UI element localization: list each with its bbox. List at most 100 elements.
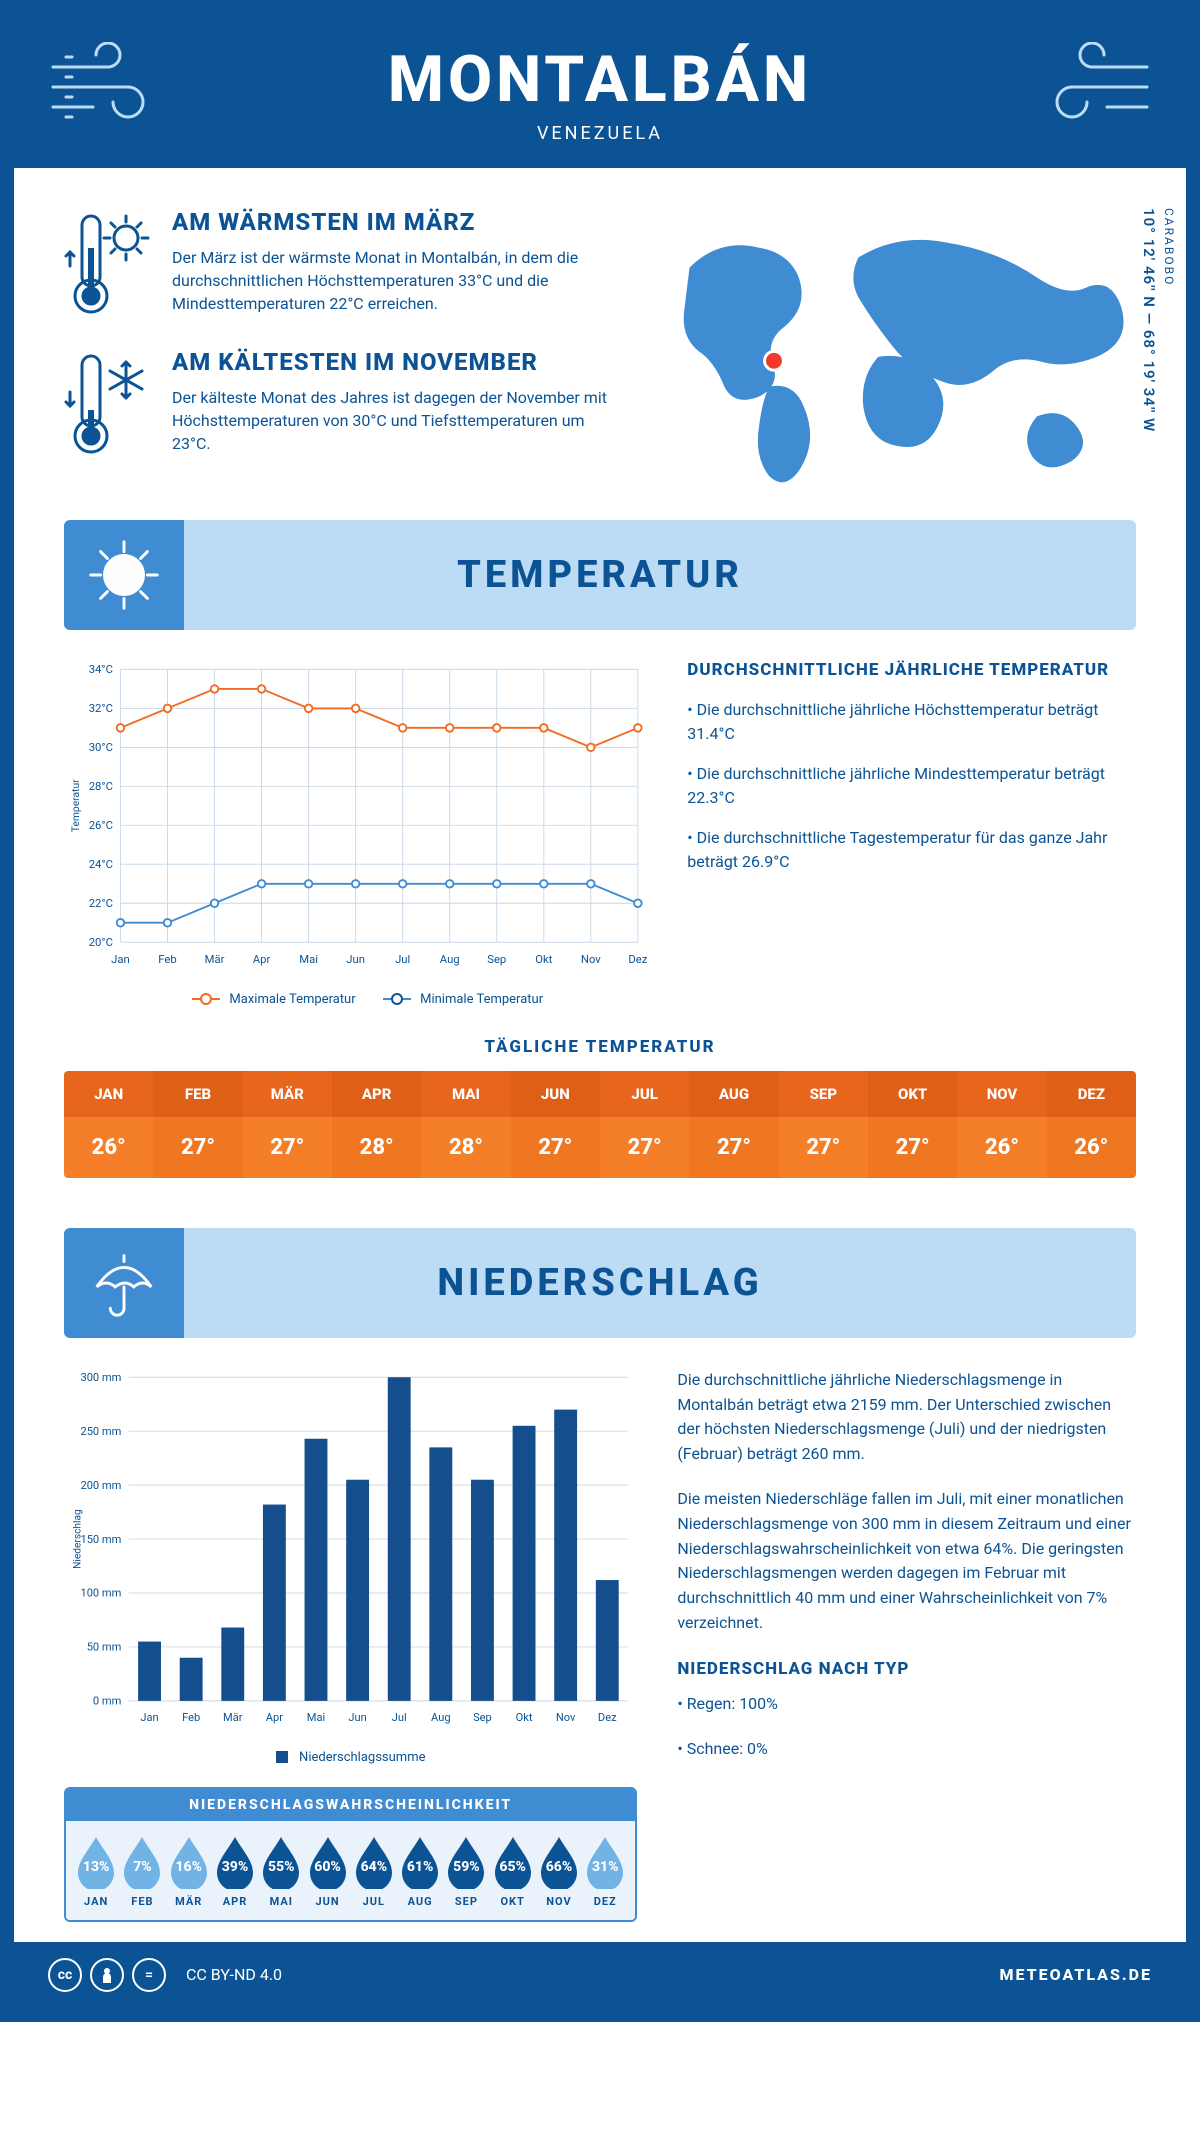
legend-max: Maximale Temperatur <box>229 992 355 1007</box>
svg-text:Sep: Sep <box>487 953 506 966</box>
world-map: 10° 12' 46'' N — 68° 19' 34'' W CARABOBO <box>640 208 1136 490</box>
intro-row: AM WÄRMSTEN IM MÄRZ Der März ist der wär… <box>64 208 1136 490</box>
precip-p2: Die meisten Niederschläge fallen im Juli… <box>677 1487 1136 1636</box>
daily-temp-value: 27° <box>600 1117 689 1178</box>
svg-text:30°C: 30°C <box>89 741 113 754</box>
daily-month-header: APR <box>332 1071 421 1117</box>
svg-text:Jul: Jul <box>395 953 410 966</box>
svg-text:Nov: Nov <box>556 1711 576 1724</box>
daily-month-header: JUN <box>511 1071 600 1117</box>
precip-chart-legend: Niederschlagssumme <box>64 1742 637 1765</box>
prob-drop: 55% MAI <box>259 1835 303 1908</box>
prob-drop: 64% JUL <box>352 1835 396 1908</box>
svg-text:Mär: Mär <box>205 953 225 966</box>
svg-text:20°C: 20°C <box>89 936 113 949</box>
svg-text:Dez: Dez <box>628 953 647 966</box>
precipitation-title: NIEDERSCHLAG <box>64 1261 1136 1305</box>
header: MONTALBÁN VENEZUELA <box>14 14 1186 168</box>
precip-type-bullet: • Regen: 100% <box>677 1692 1136 1717</box>
daily-temp-value: 27° <box>153 1117 242 1178</box>
svg-text:Jul: Jul <box>392 1711 407 1724</box>
daily-temp-value: 27° <box>689 1117 778 1178</box>
daily-temp-value: 27° <box>243 1117 332 1178</box>
prob-drop: 65% OKT <box>491 1835 535 1908</box>
daily-month-header: SEP <box>779 1071 868 1117</box>
svg-text:22°C: 22°C <box>89 897 113 910</box>
daily-temp-value: 26° <box>957 1117 1046 1178</box>
temperature-chart: 20°C 22°C 24°C 26°C 28°C 30°C 32°C 34°C Jan Feb Mä… <box>64 660 647 1007</box>
svg-text:Feb: Feb <box>158 953 176 966</box>
coldest-text: Der kälteste Monat des Jahres ist dagege… <box>172 386 610 456</box>
prob-drop: 66% NOV <box>537 1835 581 1908</box>
thermometer-snow-icon <box>64 348 154 462</box>
wind-right-icon <box>1032 42 1152 132</box>
svg-text:Mai: Mai <box>299 953 318 966</box>
svg-text:32°C: 32°C <box>89 702 113 715</box>
coldest-title: AM KÄLTESTEN IM NOVEMBER <box>172 348 610 376</box>
svg-text:Apr: Apr <box>253 953 271 966</box>
svg-text:Okt: Okt <box>535 953 552 966</box>
city-name: MONTALBÁN <box>14 42 1186 117</box>
prob-drop: 31% DEZ <box>583 1835 627 1908</box>
svg-text:Feb: Feb <box>182 1711 200 1724</box>
warmest-title: AM WÄRMSTEN IM MÄRZ <box>172 208 610 236</box>
legend-min: Minimale Temperatur <box>420 992 543 1007</box>
svg-text:28°C: 28°C <box>89 780 113 793</box>
warmest-text: Der März ist der wärmste Monat in Montal… <box>172 246 610 316</box>
prob-drop: 13% JAN <box>74 1835 118 1908</box>
daily-month-header: AUG <box>689 1071 778 1117</box>
daily-temp-value: 27° <box>511 1117 600 1178</box>
svg-text:Apr: Apr <box>266 1711 283 1724</box>
sun-icon <box>64 520 184 630</box>
prob-title: NIEDERSCHLAGSWAHRSCHEINLICHKEIT <box>66 1789 635 1821</box>
cc-icon: cc <box>48 1958 82 1992</box>
daily-month-header: OKT <box>868 1071 957 1117</box>
nd-icon: = <box>132 1958 166 1992</box>
precipitation-banner: NIEDERSCHLAG <box>64 1228 1136 1338</box>
svg-text:Dez: Dez <box>598 1711 617 1724</box>
temp-bullet: • Die durchschnittliche Tagestemperatur … <box>687 826 1136 874</box>
svg-text:Niederschlag: Niederschlag <box>73 1509 84 1569</box>
country-name: VENEZUELA <box>14 123 1186 144</box>
temp-summary-heading: DURCHSCHNITTLICHE JÄHRLICHE TEMPERATUR <box>687 660 1136 680</box>
daily-temp-value: 28° <box>332 1117 421 1178</box>
svg-text:Temperatur: Temperatur <box>69 779 82 832</box>
svg-text:Jan: Jan <box>111 953 130 966</box>
temp-bullet: • Die durchschnittliche jährliche Mindes… <box>687 762 1136 810</box>
daily-month-header: JUL <box>600 1071 689 1117</box>
daily-temp-value: 27° <box>868 1117 957 1178</box>
daily-month-header: FEB <box>153 1071 242 1117</box>
daily-month-header: MÄR <box>243 1071 332 1117</box>
svg-text:150 mm: 150 mm <box>80 1532 121 1545</box>
umbrella-icon <box>64 1228 184 1338</box>
precip-type-heading: NIEDERSCHLAG NACH TYP <box>677 1656 1136 1682</box>
daily-temp-value: 27° <box>779 1117 868 1178</box>
precip-p1: Die durchschnittliche jährliche Niedersc… <box>677 1368 1136 1467</box>
prob-drop: 7% FEB <box>120 1835 164 1908</box>
svg-text:34°C: 34°C <box>89 663 113 676</box>
daily-temp-value: 26° <box>1047 1117 1136 1178</box>
svg-text:300 mm: 300 mm <box>80 1371 121 1384</box>
daily-temp-value: 28° <box>421 1117 510 1178</box>
svg-text:Mai: Mai <box>307 1711 325 1724</box>
precip-legend-label: Niederschlagssumme <box>299 1750 425 1765</box>
temp-bullet: • Die durchschnittliche jährliche Höchst… <box>687 698 1136 746</box>
precipitation-text: Die durchschnittliche jährliche Niedersc… <box>677 1368 1136 1922</box>
warmest-fact: AM WÄRMSTEN IM MÄRZ Der März ist der wär… <box>64 208 610 322</box>
svg-text:24°C: 24°C <box>89 858 113 871</box>
svg-text:Jun: Jun <box>346 953 365 966</box>
svg-text:250 mm: 250 mm <box>80 1425 121 1438</box>
daily-month-header: MAI <box>421 1071 510 1117</box>
daily-temp-value: 26° <box>64 1117 153 1178</box>
svg-text:Aug: Aug <box>431 1711 451 1724</box>
svg-text:0 mm: 0 mm <box>93 1694 121 1707</box>
by-icon <box>90 1958 124 1992</box>
svg-text:Aug: Aug <box>440 953 460 966</box>
daily-month-header: DEZ <box>1047 1071 1136 1117</box>
coordinates: 10° 12' 46'' N — 68° 19' 34'' W <box>1140 208 1158 432</box>
temperature-title: TEMPERATUR <box>64 553 1136 597</box>
svg-text:26°C: 26°C <box>89 819 113 832</box>
precipitation-chart: 0 mm50 mm100 mm150 mm200 mm250 mm300 mmN… <box>64 1368 637 1765</box>
region: CARABOBO <box>1162 208 1176 286</box>
svg-text:Jan: Jan <box>140 1711 158 1724</box>
